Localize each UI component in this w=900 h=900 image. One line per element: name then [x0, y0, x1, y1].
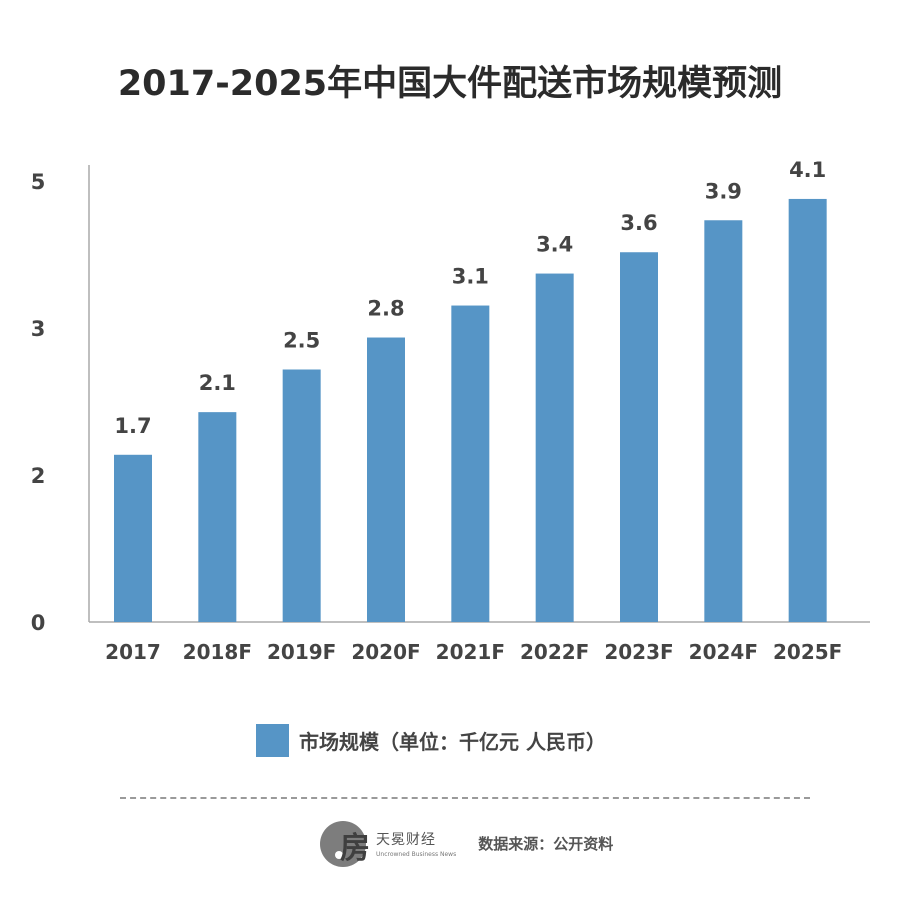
- brand: 天冕财经 Uncrowned Business News: [376, 829, 456, 858]
- brand-subtitle: Uncrowned Business News: [376, 850, 457, 858]
- bar-value-label: 2.1: [199, 371, 236, 395]
- bar-value-label: 4.1: [789, 158, 826, 182]
- x-tick-label: 2022F: [520, 640, 589, 664]
- y-tick-label: 2: [31, 464, 46, 488]
- y-tick-label: 3: [31, 317, 46, 341]
- bar-value-label: 3.4: [536, 233, 573, 257]
- x-tick-label: 2021F: [436, 640, 505, 664]
- bar-value-label: 1.7: [114, 414, 151, 438]
- x-tick-label: 2018F: [183, 640, 252, 664]
- legend-swatch: [256, 723, 289, 757]
- footer: 房 天冕财经 Uncrowned Business News 数据来源：公开资料: [320, 810, 613, 876]
- bar: [620, 252, 658, 623]
- bar-value-label: 3.6: [620, 211, 657, 235]
- bar: [282, 369, 321, 622]
- bar: [367, 337, 405, 622]
- legend: 市场规模（单位：千亿元 人民币）: [256, 722, 606, 758]
- x-tick-label: 2025F: [773, 640, 842, 664]
- y-tick-label: 0: [31, 611, 46, 635]
- bar: [535, 273, 574, 622]
- brand-logo-icon: 房: [320, 815, 376, 871]
- bar: [114, 454, 152, 622]
- x-tick-label: 2017: [105, 640, 161, 664]
- bar-value-label: 2.8: [367, 297, 404, 321]
- bar: [198, 412, 237, 622]
- bar: [451, 305, 490, 622]
- chart-title: 2017-2025年中国大件配送市场规模预测: [117, 64, 783, 104]
- legend-label: 市场规模（单位：千亿元 人民币）: [299, 729, 606, 754]
- bar: [704, 220, 743, 622]
- x-tick-label: 2020F: [351, 640, 420, 664]
- bar-value-label: 3.9: [705, 179, 742, 203]
- y-tick-label: 5: [31, 170, 46, 194]
- bar-chart: 5 3 2 0 1.7 2017 2.1 2018F 2.5 2019F 2.8 2020F 3.1 20…: [31, 158, 870, 664]
- bar: [788, 198, 827, 622]
- brand-name: 天冕财经: [376, 831, 436, 848]
- bar-value-label: 3.1: [452, 265, 489, 289]
- x-tick-label: 2019F: [267, 640, 336, 664]
- source-text: 数据来源：公开资料: [478, 834, 614, 853]
- x-tick-label: 2024F: [689, 640, 758, 664]
- dashed-divider: [120, 797, 810, 799]
- bar-value-label: 2.5: [283, 329, 320, 353]
- x-tick-label: 2023F: [604, 640, 673, 664]
